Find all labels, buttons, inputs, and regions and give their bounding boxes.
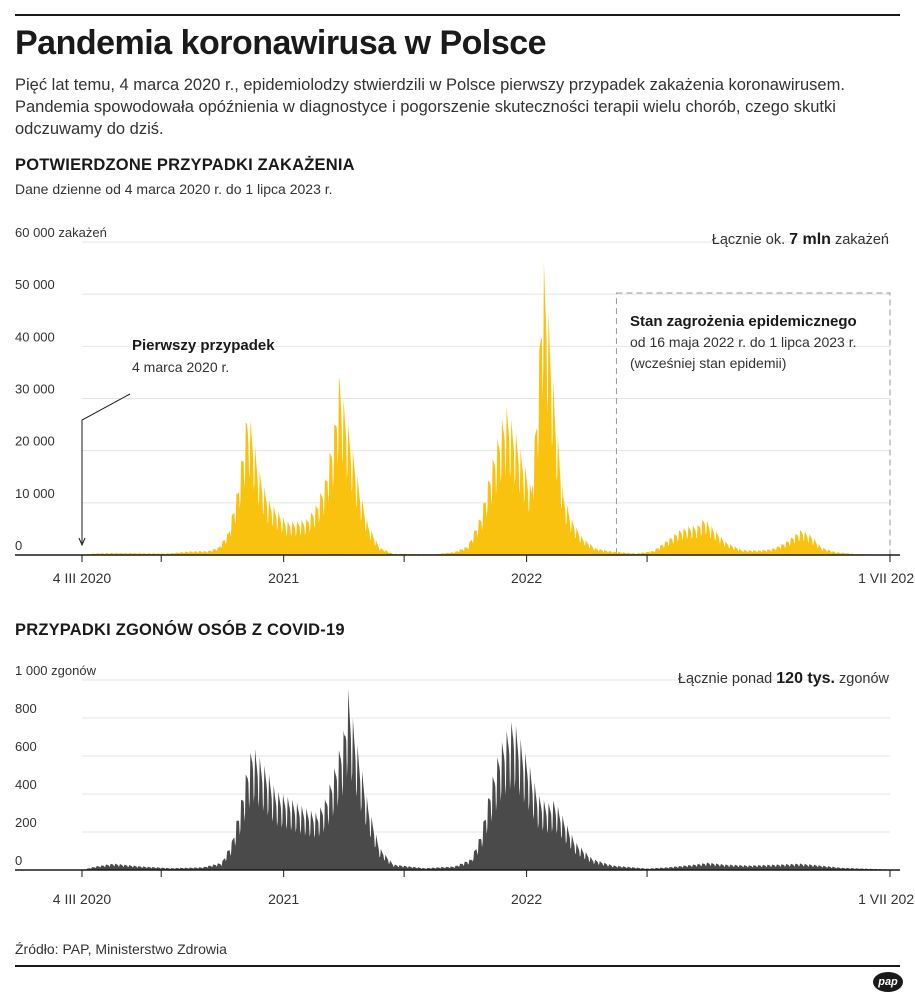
deaths-chart-title: PRZYPADKI ZGONÓW OSÓB Z COVID-19	[15, 621, 345, 639]
deaths-y-tick-label: 800	[15, 701, 37, 716]
cases-y-tick-label: 10 000	[15, 486, 55, 501]
first-case-date: 4 marca 2020 r.	[132, 359, 229, 375]
deaths-y-tick-label: 400	[15, 777, 37, 792]
deaths-area-series	[82, 688, 890, 870]
first-case-leader-line	[81, 393, 131, 543]
cases-y-tick-label: 20 000	[15, 434, 55, 449]
cases-total-label: Łącznie ok. 7 mln zakażeń	[712, 231, 889, 248]
deaths-x-tick-label: 2021	[268, 891, 299, 907]
cases-total-suffix: zakażeń	[831, 232, 889, 248]
cases-x-tick-label: 2021	[268, 570, 299, 586]
deaths-y-labels: 0 200 400 600 800 1 000 zgonów	[15, 663, 97, 868]
cases-total-prefix: Łącznie ok.	[712, 232, 789, 248]
deaths-y-tick-label: 600	[15, 739, 37, 754]
source-note: Źródło: PAP, Ministerstwo Zdrowia	[15, 941, 227, 957]
deaths-gridlines	[82, 679, 890, 833]
first-case-arrowhead	[78, 537, 86, 547]
deaths-total-suffix: zgonów	[835, 671, 890, 687]
cases-y-tick-label: 30 000	[15, 382, 55, 397]
cases-gridlines	[82, 241, 890, 504]
deaths-x-tick-label: 4 III 2020	[53, 891, 112, 907]
cases-y-labels: 0 10 000 20 000 30 000 40 000 50 000 60 000 za…	[15, 225, 107, 553]
top-rule	[15, 14, 900, 16]
deaths-y-tick-label: 0	[15, 853, 22, 868]
cases-annotations: Pierwszy przypadek 4 marca 2020 r. Stan za…	[78, 231, 889, 547]
state-date-range: od 16 maja 2022 r. do 1 lipca 2023 r.	[630, 334, 857, 350]
deaths-x-axis	[15, 869, 900, 877]
state-of-threat-box	[615, 292, 891, 556]
deaths-y-tick-label: 1 000 zgonów	[15, 663, 97, 678]
deaths-total-value: 120 tys.	[776, 670, 835, 687]
cases-chart-subtitle: Dane dzienne od 4 marca 2020 r. do 1 lip…	[15, 181, 333, 197]
cases-x-tick-label: 1 VII 2023	[858, 570, 915, 586]
first-case-title: Pierwszy przypadek	[132, 337, 275, 354]
cases-chart: Pierwszy przypadek 4 marca 2020 r. Stan za…	[15, 225, 915, 586]
cases-y-tick-label: 0	[15, 538, 22, 553]
cases-chart-title: POTWIERDZONE PRZYPADKI ZAKAŻENIA	[15, 156, 355, 174]
intro-text: Pięć lat temu, 4 marca 2020 r., epidemio…	[15, 76, 845, 138]
pap-logo: pap	[873, 972, 903, 992]
deaths-total-label: Łącznie ponad 120 tys. zgonów	[678, 670, 890, 687]
state-title: Stan zagrożenia epidemicznego	[630, 313, 857, 330]
deaths-x-tick-label: 2022	[511, 891, 542, 907]
cases-x-axis	[15, 554, 900, 562]
cases-y-tick-label: 60 000 zakażeń	[15, 225, 107, 240]
bottom-rule	[15, 965, 900, 967]
deaths-chart: Łącznie ponad 120 tys. zgonów 0 200 400 600…	[15, 663, 915, 907]
cases-total-value: 7 mln	[789, 231, 831, 248]
cases-y-tick-label: 40 000	[15, 329, 55, 344]
deaths-total-prefix: Łącznie ponad	[678, 671, 776, 687]
cases-area-series	[82, 261, 890, 555]
deaths-x-labels: 4 III 2020 2021 2022 1 VII 2023	[53, 891, 915, 907]
cases-y-tick-label: 50 000	[15, 277, 55, 292]
deaths-x-tick-label: 1 VII 2023	[858, 891, 915, 907]
cases-x-labels: 4 III 2020 2021 2022 1 VII 2023	[53, 570, 915, 586]
state-note: (wcześniej stan epidemii)	[630, 355, 786, 371]
page-title: Pandemia koronawirusa w Polsce	[15, 24, 547, 62]
cases-x-tick-label: 4 III 2020	[53, 570, 112, 586]
cases-x-tick-label: 2022	[511, 570, 542, 586]
deaths-y-tick-label: 200	[15, 815, 37, 830]
deaths-annotations: Łącznie ponad 120 tys. zgonów	[678, 670, 890, 687]
